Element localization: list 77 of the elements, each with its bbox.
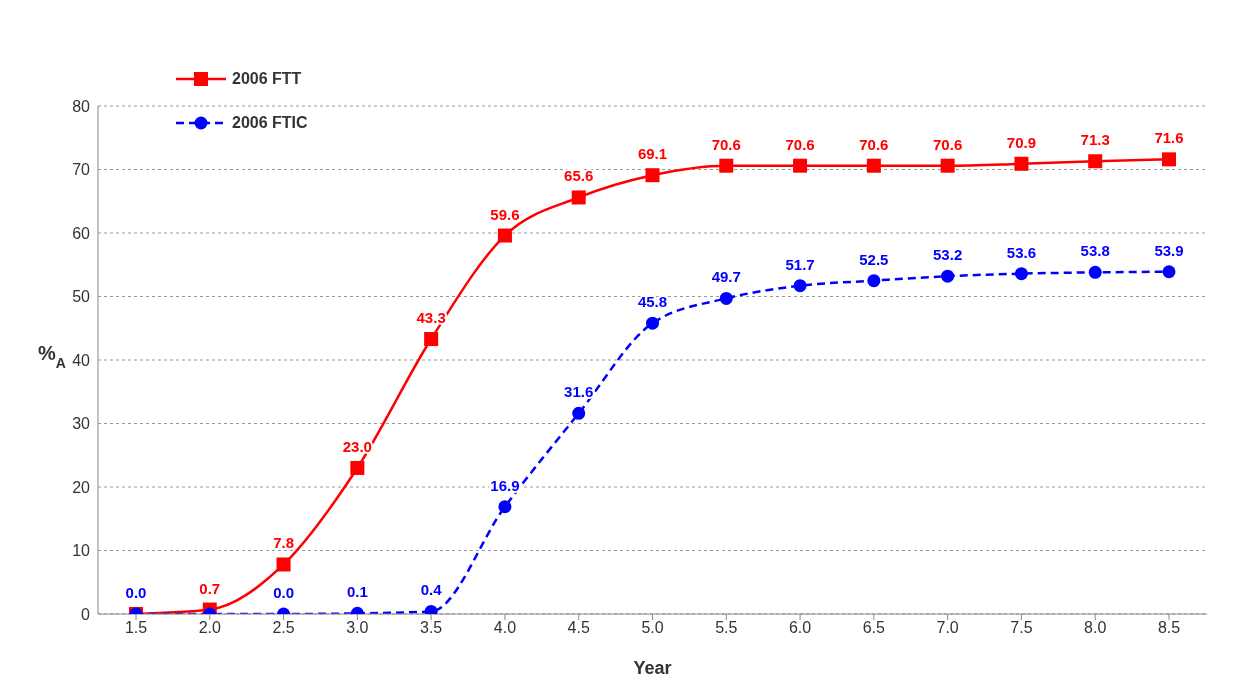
point (645, 168, 660, 183)
point (646, 316, 659, 330)
point (1162, 152, 1176, 167)
x-tick-label: 7.0 (936, 619, 959, 637)
point (867, 274, 881, 288)
point (1014, 156, 1029, 171)
data-label: 70.9 (1006, 133, 1037, 151)
y-tick-label: 50 (72, 288, 91, 306)
point (940, 158, 955, 173)
x-axis-title: Year (633, 658, 672, 678)
x-tick-label: 2.5 (272, 619, 295, 637)
point (497, 228, 512, 243)
point (866, 158, 881, 173)
x-tick-label: 6.0 (788, 619, 812, 637)
data-label: 0.0 (273, 584, 294, 601)
data-label: 59.6 (490, 205, 520, 223)
x-tick-label: 5.5 (715, 619, 738, 637)
point (424, 332, 439, 347)
x-tick-label: 4.5 (567, 619, 590, 637)
data-label: 69.1 (637, 145, 668, 163)
data-label: 70.6 (711, 135, 741, 153)
data-label: 53.8 (1080, 242, 1110, 260)
data-label: 0.1 (346, 583, 368, 601)
y-tick-label: 0 (81, 605, 91, 623)
data-label: 0.4 (420, 581, 443, 599)
point (276, 557, 291, 572)
data-label: 0.7 (199, 579, 221, 597)
y-tick-label: 80 (72, 97, 91, 115)
point (350, 460, 365, 475)
data-label: 31.6 (564, 383, 594, 401)
data-label: 65.6 (564, 167, 594, 185)
point (719, 158, 734, 173)
legend-label: 2006 FTIC (232, 114, 308, 132)
point (498, 500, 512, 514)
x-tick-label: 7.5 (1010, 619, 1033, 637)
y-tick-label: 30 (72, 415, 91, 433)
x-tick-label: 3.0 (346, 619, 369, 637)
x-tick-label: 5.0 (641, 619, 664, 637)
data-label: 0.0 (125, 584, 147, 601)
point (793, 158, 808, 173)
y-tick-label: 70 (72, 161, 91, 179)
data-label: 16.9 (490, 476, 520, 494)
y-axis-title: %$_{A}$ (38, 342, 66, 371)
data-label: 49.7 (711, 268, 741, 286)
x-tick-label: 4.0 (493, 619, 517, 637)
point (571, 190, 586, 205)
y-tick-label: 10 (72, 542, 91, 560)
point (572, 406, 586, 420)
data-label: 71.6 (1154, 129, 1184, 147)
point (1014, 267, 1028, 281)
data-label: 51.7 (785, 255, 815, 273)
data-label: 70.6 (859, 135, 889, 153)
point (719, 291, 733, 305)
x-tick-label: 3.5 (420, 619, 443, 637)
data-label: 45.8 (637, 293, 668, 311)
x-tick-label: 8.5 (1157, 619, 1181, 637)
point (1162, 265, 1176, 279)
point (1088, 154, 1103, 169)
x-tick-label: 8.0 (1084, 619, 1107, 637)
data-label: 70.6 (933, 135, 963, 153)
x-tick-label: 6.5 (862, 619, 886, 637)
data-label: 70.6 (785, 135, 815, 153)
x-tick-label: 2.0 (198, 619, 221, 637)
data-label: 7.8 (273, 534, 294, 552)
legend-label: 2006 FTT (232, 70, 302, 88)
y-tick-label: 60 (72, 224, 91, 242)
data-label: 53.2 (933, 246, 963, 264)
x-tick-label: 1.5 (124, 619, 148, 637)
data-label: 53.9 (1154, 241, 1184, 259)
point (1088, 265, 1102, 279)
point (941, 269, 955, 283)
data-label: 71.3 (1080, 131, 1110, 149)
data-label: 52.5 (859, 250, 889, 268)
y-tick-label: 40 (72, 351, 91, 369)
point (793, 279, 807, 293)
y-tick-label: 20 (72, 478, 91, 496)
data-label: 53.6 (1006, 243, 1037, 261)
